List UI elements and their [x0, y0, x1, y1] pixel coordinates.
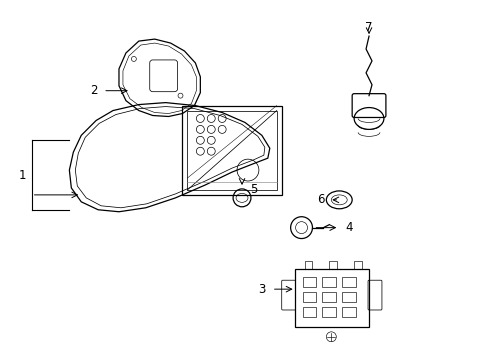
- Text: 4: 4: [345, 221, 352, 234]
- Bar: [342, 307, 355, 317]
- Text: 1: 1: [18, 168, 26, 181]
- Bar: [322, 292, 336, 302]
- Text: 2: 2: [89, 84, 97, 97]
- Bar: [322, 307, 336, 317]
- Text: 7: 7: [365, 21, 372, 34]
- Bar: [353, 261, 361, 269]
- Bar: [304, 261, 312, 269]
- Bar: [302, 307, 316, 317]
- Text: 6: 6: [316, 193, 324, 206]
- Bar: [294, 269, 368, 327]
- Bar: [302, 277, 316, 287]
- Bar: [322, 277, 336, 287]
- Bar: [328, 261, 337, 269]
- Bar: [342, 292, 355, 302]
- Bar: [342, 277, 355, 287]
- Bar: [302, 292, 316, 302]
- Text: 5: 5: [250, 184, 257, 197]
- Text: 3: 3: [258, 283, 265, 296]
